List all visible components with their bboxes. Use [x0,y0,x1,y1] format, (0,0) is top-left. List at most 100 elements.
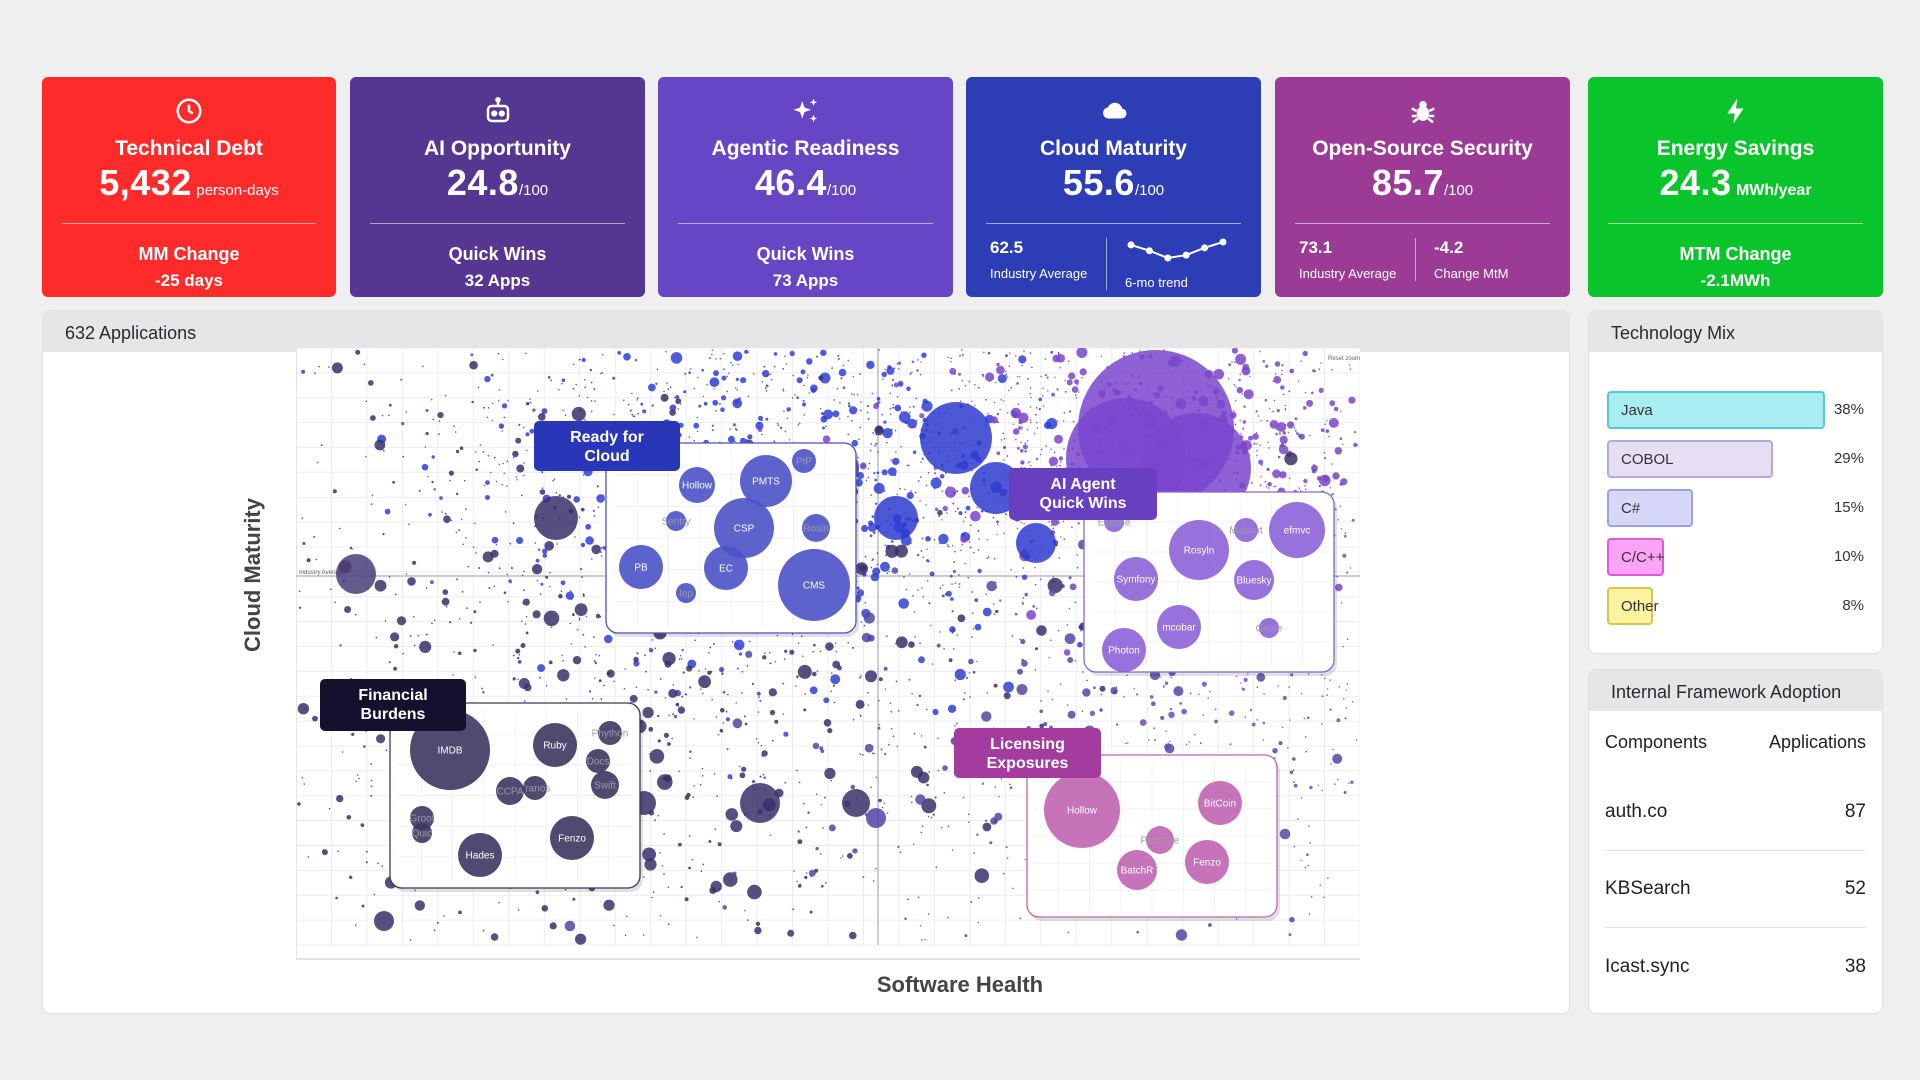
app-dot[interactable] [832,660,841,669]
app-dot[interactable] [739,397,741,399]
app-dot[interactable] [920,476,922,478]
app-dot[interactable] [956,722,958,725]
app-dot[interactable] [400,378,403,381]
app-dot[interactable] [382,533,385,536]
app-dot[interactable] [747,884,762,900]
app-dot[interactable] [913,611,916,613]
app-dot[interactable] [1188,741,1190,743]
app-dot[interactable] [945,486,957,498]
app-dot[interactable] [1276,409,1280,413]
app-dot[interactable] [1019,917,1022,920]
app-dot[interactable] [1236,387,1243,394]
framework-row[interactable]: Icast.sync 38 [1605,928,1866,1005]
app-dot[interactable] [713,388,715,390]
app-dot[interactable] [688,834,691,837]
app-dot[interactable] [911,360,915,364]
app-dot[interactable] [698,404,702,408]
app-dot[interactable] [940,826,943,829]
app-dot[interactable] [1342,553,1347,558]
app-dot[interactable] [863,612,875,624]
app-dot[interactable] [958,583,961,585]
app-dot[interactable] [584,379,586,381]
app-dot[interactable] [804,875,808,880]
app-dot[interactable] [840,377,843,380]
app-dot[interactable] [334,601,336,603]
app-dot[interactable] [717,842,722,847]
app-dot[interactable] [491,419,494,422]
app-dot[interactable] [1014,612,1018,616]
app-dot[interactable] [784,430,787,433]
app-dot[interactable] [1241,687,1244,690]
app-dot[interactable] [968,495,970,497]
app-dot[interactable] [678,770,680,773]
app-dot[interactable] [782,713,785,715]
app-dot[interactable] [915,794,926,805]
app-dot[interactable] [960,349,963,351]
app-dot[interactable] [1326,688,1329,690]
app-dot[interactable] [541,471,544,474]
app-dot[interactable] [1278,444,1289,455]
app-dot[interactable] [1063,412,1066,414]
app-dot[interactable] [770,378,773,381]
app-dot[interactable] [1274,373,1277,375]
app-dot[interactable] [1018,412,1029,423]
app-dot[interactable] [1055,544,1058,547]
app-dot[interactable] [1199,742,1202,745]
app-dot[interactable] [978,538,980,540]
app-dot[interactable] [908,573,911,575]
app-dot[interactable] [370,779,373,782]
app-dot[interactable] [1340,410,1342,413]
app-dot[interactable] [1006,455,1009,457]
app-dot[interactable] [870,443,873,445]
app-dot[interactable] [1282,695,1287,701]
app-dot[interactable] [723,872,738,887]
app-dot[interactable] [866,411,869,414]
app-dot[interactable] [584,386,586,388]
app-dot[interactable] [1324,457,1327,460]
app-dot[interactable] [1306,853,1309,856]
app-dot[interactable] [1024,442,1027,444]
group-bubble[interactable] [533,723,577,767]
app-dot[interactable] [1265,364,1269,368]
group-bubble[interactable] [586,749,610,773]
app-dot[interactable] [366,850,368,853]
app-dot[interactable] [349,546,353,550]
app-dot[interactable] [1249,708,1253,712]
app-dot[interactable] [1003,532,1005,535]
app-dot[interactable] [744,722,748,726]
app-dot[interactable] [1100,355,1103,358]
app-dot[interactable] [425,431,429,436]
app-dot[interactable] [964,516,967,519]
app-dot[interactable] [926,708,928,711]
app-dot[interactable] [1258,459,1264,465]
app-dot[interactable] [852,718,855,721]
app-dot[interactable] [531,564,543,575]
app-dot[interactable] [1179,702,1182,705]
app-dot[interactable] [651,404,654,407]
app-dot[interactable] [942,765,948,771]
app-dot[interactable] [896,493,898,496]
app-dot[interactable] [996,451,1001,456]
app-dot[interactable] [374,579,387,592]
app-dot[interactable] [1306,399,1314,407]
app-dot[interactable] [604,634,613,644]
group-bubble[interactable] [714,498,774,558]
app-dot[interactable] [1029,460,1031,463]
app-dot[interactable] [497,352,500,355]
app-dot[interactable] [1266,419,1269,422]
app-dot[interactable] [1202,714,1204,716]
app-dot[interactable] [473,610,477,614]
app-dot[interactable] [450,519,453,522]
app-dot[interactable] [601,353,604,356]
app-dot[interactable] [713,773,716,775]
app-dot[interactable] [518,653,521,656]
app-dot[interactable] [593,660,596,663]
app-dot[interactable] [663,833,665,835]
app-dot[interactable] [488,587,491,589]
app-dot[interactable] [1332,748,1334,751]
app-dot[interactable] [1276,422,1287,432]
app-dot[interactable] [525,615,528,618]
app-dot[interactable] [823,719,832,727]
app-dot[interactable] [825,882,827,884]
app-dot[interactable] [1273,376,1282,384]
